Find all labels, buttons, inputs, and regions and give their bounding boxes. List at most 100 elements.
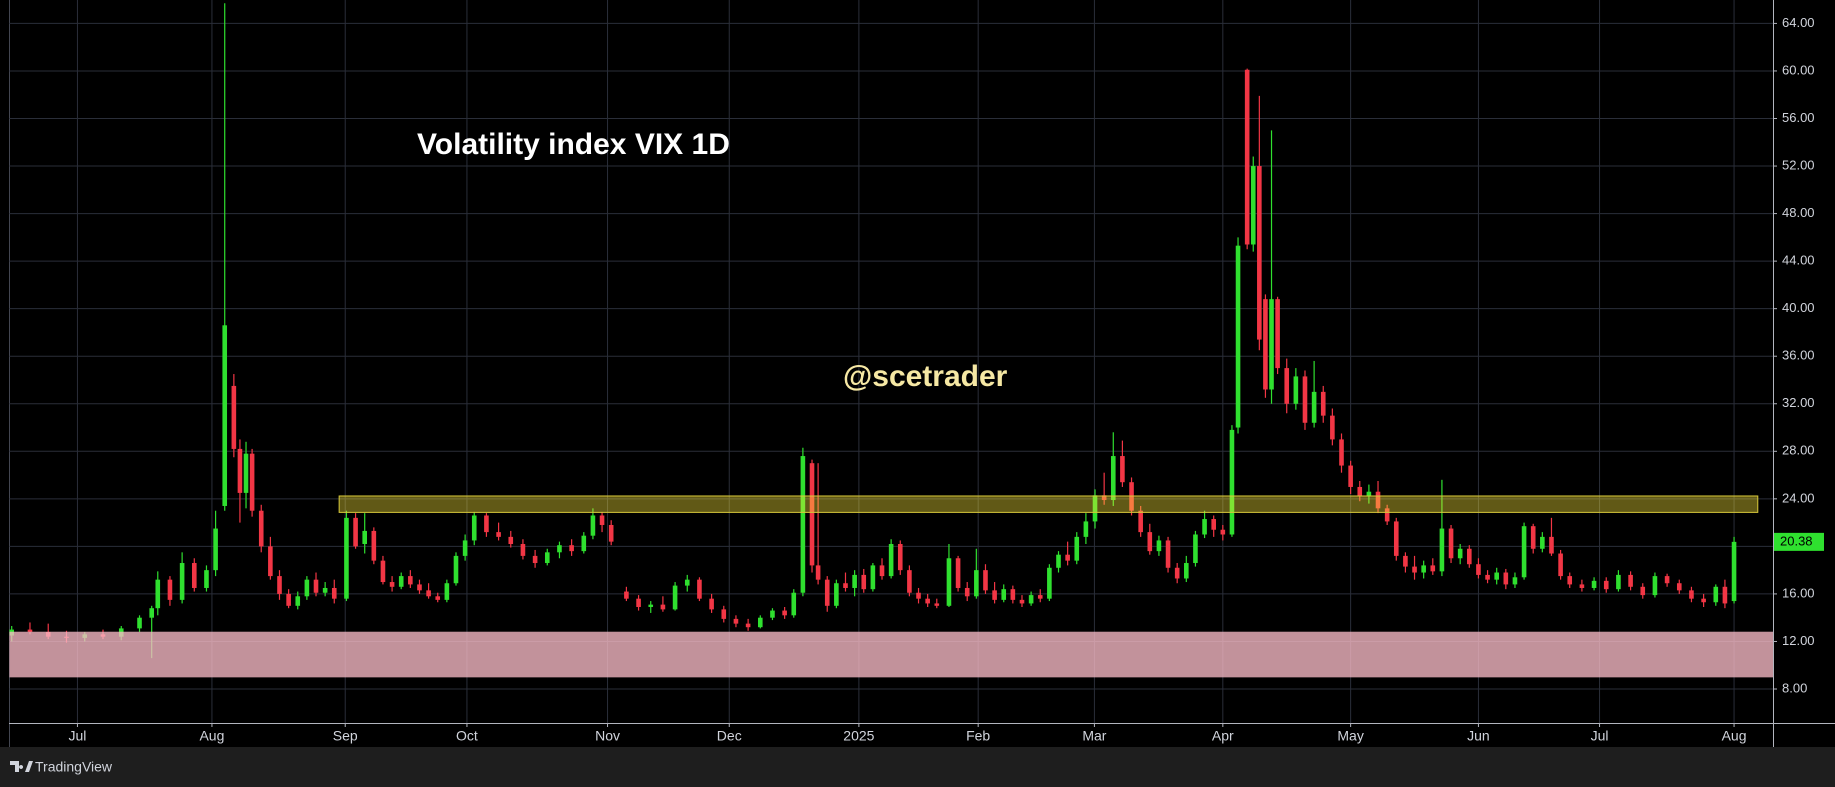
- candle: [925, 593, 930, 607]
- candle-body: [1579, 584, 1585, 588]
- candle: [1065, 541, 1070, 566]
- candle-body: [852, 574, 857, 588]
- candles: [9, 3, 1737, 659]
- candle-body: [1439, 528, 1445, 572]
- candle: [1521, 522, 1527, 580]
- candle-body: [1640, 586, 1646, 596]
- candle-body: [508, 536, 514, 545]
- candle: [815, 463, 821, 585]
- candle-body: [800, 456, 806, 593]
- candle: [471, 511, 477, 546]
- candle-body: [636, 598, 641, 607]
- candle: [916, 587, 921, 604]
- candle: [496, 522, 501, 541]
- candle-body: [1652, 576, 1658, 596]
- candle: [1275, 296, 1280, 375]
- candle-body: [389, 582, 395, 587]
- candle: [313, 572, 319, 597]
- candle-body: [1494, 572, 1499, 580]
- candle-body: [925, 598, 930, 604]
- candle-body: [888, 544, 894, 577]
- candle-body: [1229, 429, 1235, 535]
- candle: [1722, 579, 1728, 609]
- candle: [1284, 358, 1290, 414]
- candle-body: [179, 563, 185, 600]
- candle: [733, 615, 739, 628]
- candle-body: [1092, 495, 1098, 522]
- candle-body: [1263, 299, 1268, 390]
- candle-body: [992, 590, 997, 600]
- candle: [1330, 408, 1335, 446]
- candle-body: [167, 579, 173, 600]
- candle: [389, 576, 395, 592]
- candle-body: [496, 532, 501, 537]
- candle: [426, 583, 431, 599]
- candle: [322, 582, 328, 597]
- candle: [1430, 558, 1436, 575]
- candle: [946, 544, 952, 607]
- candle-body: [1235, 245, 1241, 428]
- y-tick-label: 44.00: [1782, 253, 1815, 268]
- candle: [1664, 573, 1670, 587]
- candle: [1202, 510, 1207, 539]
- candle: [344, 510, 349, 602]
- x-tick-label: Oct: [456, 728, 478, 744]
- candle: [1056, 551, 1061, 573]
- candle-body: [1412, 566, 1417, 573]
- candle-body: [1375, 491, 1381, 509]
- x-tick-label: Nov: [595, 728, 620, 744]
- last-price-box: [1774, 532, 1824, 551]
- candle-body: [745, 623, 751, 628]
- candle: [1220, 524, 1226, 541]
- candle: [782, 606, 787, 619]
- x-tick-label: Aug: [199, 728, 224, 744]
- candle-body: [231, 385, 237, 449]
- candle-body: [1275, 299, 1280, 369]
- candle-body: [268, 546, 273, 577]
- candle-body: [907, 570, 912, 593]
- candle-body: [983, 570, 988, 591]
- candle-body: [843, 583, 848, 588]
- candle-body: [1457, 548, 1463, 559]
- candle: [1603, 577, 1609, 593]
- candle: [964, 582, 970, 602]
- candle-body: [222, 325, 228, 506]
- candle-body: [1320, 391, 1326, 416]
- zone: [338, 495, 1759, 513]
- candle: [852, 570, 857, 597]
- candle-body: [733, 618, 739, 624]
- candle: [277, 570, 282, 600]
- x-tick-label: Feb: [966, 728, 990, 744]
- candle-body: [453, 555, 459, 584]
- candle: [955, 555, 961, 592]
- candle-body: [444, 583, 450, 600]
- candle-body: [1138, 510, 1143, 533]
- logo-icon: [10, 761, 33, 772]
- candle-body: [1366, 491, 1372, 497]
- candle: [983, 564, 988, 594]
- candle: [1476, 558, 1481, 579]
- candle-body: [1540, 536, 1545, 549]
- y-tick-label: 48.00: [1782, 205, 1815, 220]
- candle-body: [1202, 519, 1207, 535]
- candle: [672, 582, 678, 611]
- candle-body: [1689, 590, 1694, 599]
- candle: [417, 579, 422, 594]
- candle-body: [1357, 486, 1363, 497]
- candle-body: [964, 587, 970, 597]
- candle-body: [1591, 580, 1597, 588]
- candle: [897, 540, 903, 575]
- candle-body: [371, 530, 377, 561]
- x-tick-label: Jun: [1467, 728, 1490, 744]
- candle-body: [757, 617, 763, 628]
- tradingview-logo[interactable]: TradingView: [10, 759, 113, 775]
- candle-body: [1037, 595, 1043, 599]
- candle-body: [557, 545, 562, 553]
- candle-body: [380, 560, 386, 583]
- candle: [1384, 504, 1390, 525]
- candle-body: [191, 563, 197, 588]
- candle: [295, 591, 301, 610]
- candle: [1047, 564, 1052, 602]
